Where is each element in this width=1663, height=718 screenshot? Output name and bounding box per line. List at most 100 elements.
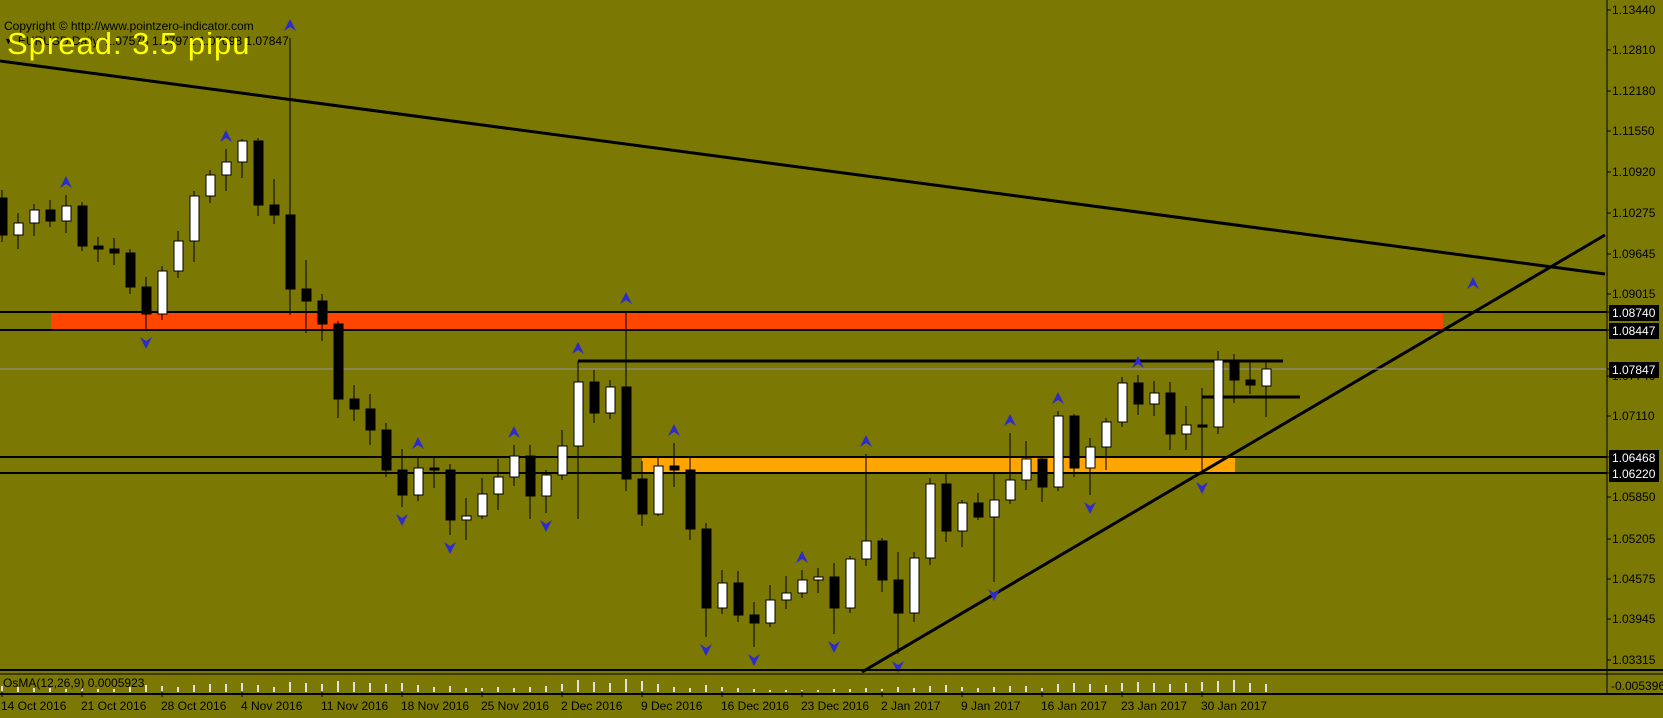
bullish-candle bbox=[1021, 458, 1032, 481]
fractal-down-arrow-icon bbox=[540, 520, 552, 532]
bullish-candle bbox=[845, 558, 856, 609]
price-axis-label: 1.03945 bbox=[1612, 612, 1656, 626]
bullish-candle bbox=[957, 502, 968, 532]
osma-histogram-bar bbox=[833, 689, 835, 692]
bullish-candle bbox=[1085, 446, 1096, 469]
bearish-candle bbox=[269, 204, 280, 216]
osma-histogram-bar bbox=[97, 689, 99, 692]
osma-histogram-bar bbox=[945, 685, 947, 692]
osma-histogram-bar bbox=[785, 690, 787, 692]
bullish-candle bbox=[1261, 368, 1272, 387]
bearish-candle bbox=[45, 209, 56, 222]
osma-histogram-bar bbox=[737, 688, 739, 692]
osma-histogram-bar bbox=[625, 679, 627, 692]
osma-histogram-bar bbox=[593, 682, 595, 692]
fractal-down-arrow-icon bbox=[748, 654, 760, 666]
osma-histogram-bar bbox=[1057, 684, 1059, 692]
price-axis-label: 1.07110 bbox=[1612, 409, 1655, 423]
fractal-up-arrow-icon bbox=[284, 19, 296, 31]
osma-histogram-bar bbox=[657, 684, 659, 692]
resistance-zone bbox=[51, 312, 1443, 330]
bearish-candle bbox=[301, 288, 312, 302]
fractal-up-arrow-icon bbox=[1132, 356, 1144, 368]
fractal-up-arrow-icon bbox=[620, 292, 632, 304]
price-axis-label: 1.05850 bbox=[1612, 490, 1656, 504]
ascending-trendline bbox=[861, 233, 1606, 674]
osma-histogram-bar bbox=[385, 684, 387, 692]
osma-histogram-bar bbox=[161, 686, 163, 692]
bullish-candle bbox=[909, 557, 920, 614]
bullish-candle bbox=[509, 455, 520, 478]
bullish-candle bbox=[925, 483, 936, 559]
bullish-candle bbox=[413, 467, 424, 496]
fractal-up-arrow-icon bbox=[412, 437, 424, 449]
osma-histogram-bar bbox=[689, 688, 691, 692]
osma-histogram-bar bbox=[177, 687, 179, 692]
fractal-down-arrow-icon bbox=[1196, 482, 1208, 494]
date-axis-label: 25 Nov 2016 bbox=[481, 699, 550, 713]
fractal-up-arrow-icon bbox=[572, 342, 584, 354]
copyright-text: Copyright © http://www.pointzero-indicat… bbox=[4, 19, 254, 33]
osma-histogram-bar bbox=[481, 688, 483, 692]
bearish-candle bbox=[1197, 424, 1208, 428]
bearish-candle bbox=[397, 469, 408, 496]
bullish-candle bbox=[557, 445, 568, 476]
osma-histogram-bar bbox=[1233, 680, 1235, 692]
osma-histogram-bar bbox=[1089, 684, 1091, 692]
bullish-candle bbox=[1213, 359, 1224, 428]
fractal-up-arrow-icon bbox=[60, 176, 72, 188]
fractal-up-arrow-icon bbox=[508, 426, 520, 438]
bearish-candle bbox=[685, 469, 696, 530]
osma-histogram-bar bbox=[1137, 682, 1139, 692]
price-axis-label: 1.09015 bbox=[1612, 287, 1656, 301]
osma-histogram-bar bbox=[977, 688, 979, 692]
bullish-candle bbox=[205, 174, 216, 197]
bearish-candle bbox=[1037, 458, 1048, 488]
date-axis-label: 9 Jan 2017 bbox=[961, 699, 1021, 713]
date-axis-label: 2 Dec 2016 bbox=[561, 699, 623, 713]
osma-histogram-bar bbox=[769, 690, 771, 692]
osma-histogram-bar bbox=[545, 686, 547, 692]
price-axis-label: 1.13440 bbox=[1612, 3, 1656, 17]
osma-histogram-bar bbox=[753, 689, 755, 692]
osma-histogram-bar bbox=[209, 684, 211, 692]
osma-histogram-bar bbox=[1201, 682, 1203, 692]
fractal-down-arrow-icon bbox=[444, 542, 456, 554]
bearish-candle bbox=[621, 386, 632, 480]
osma-indicator-label: OsMA(12,26,9) 0.0005923 bbox=[3, 676, 145, 690]
osma-histogram-bar bbox=[1249, 683, 1251, 692]
fractal-down-arrow-icon bbox=[1084, 502, 1096, 514]
bearish-candle bbox=[349, 398, 360, 410]
bullish-candle bbox=[573, 381, 584, 447]
osma-histogram-bar bbox=[417, 685, 419, 692]
osma-histogram-bar bbox=[113, 689, 115, 692]
bearish-candle bbox=[749, 614, 760, 624]
bullish-candle bbox=[61, 205, 72, 222]
bullish-candle bbox=[813, 576, 824, 581]
osma-histogram-bar bbox=[817, 690, 819, 692]
bearish-candle bbox=[733, 582, 744, 616]
bearish-candle bbox=[125, 252, 136, 288]
symbol-dropdown-icon[interactable]: ▼ bbox=[4, 36, 13, 46]
price-axis-label: 1.10920 bbox=[1612, 165, 1656, 179]
bullish-candle bbox=[797, 579, 808, 594]
bullish-candle bbox=[221, 161, 232, 176]
osma-histogram-bar bbox=[17, 687, 19, 692]
bullish-candle bbox=[1005, 479, 1016, 501]
bullish-candle bbox=[1181, 424, 1192, 435]
osma-histogram-bar bbox=[65, 689, 67, 692]
bullish-candle bbox=[653, 465, 664, 515]
price-axis-label: 1.10275 bbox=[1612, 206, 1656, 220]
bullish-candle bbox=[861, 540, 872, 560]
osma-histogram-bar bbox=[401, 683, 403, 692]
bearish-candle bbox=[141, 286, 152, 315]
date-axis-label: 21 Oct 2016 bbox=[81, 699, 147, 713]
price-level-badge: 1.08740 bbox=[1609, 305, 1660, 321]
bearish-candle bbox=[941, 483, 952, 532]
bearish-candle bbox=[701, 528, 712, 609]
bullish-candle bbox=[29, 209, 40, 224]
osma-histogram-bar bbox=[577, 680, 579, 692]
bullish-candle bbox=[989, 499, 1000, 518]
bearish-candle bbox=[109, 248, 120, 254]
